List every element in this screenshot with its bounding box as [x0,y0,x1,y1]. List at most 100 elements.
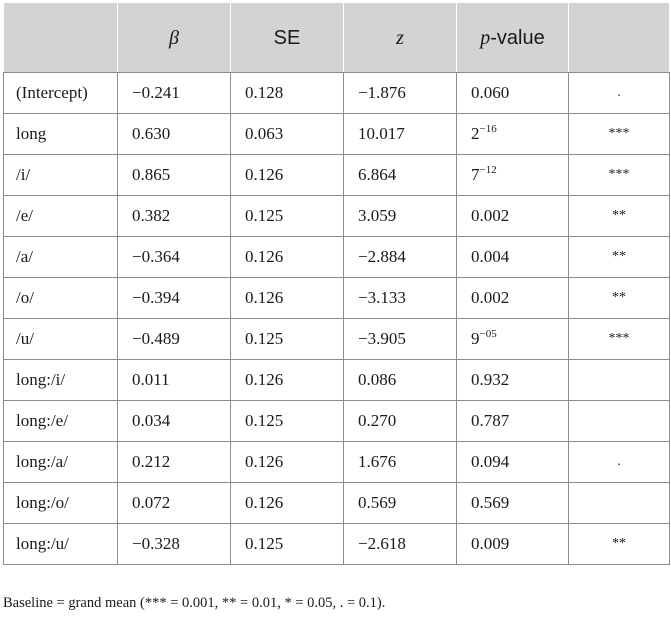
cell-significance: ** [568,277,670,319]
table-row: long:/u/−0.328 0.125 −2.618 0.009 ** [3,523,670,565]
cell-se: 0.126 [230,482,344,524]
cell-significance: *** [568,113,670,155]
table-row: /a/−0.364 0.126 −2.884 0.004 ** [3,236,670,278]
cell-p-value: 0.932 [456,359,569,401]
cell-beta: 0.212 [117,441,231,483]
cell-z: −3.905 [343,318,457,360]
cell-p-value: 9−05 [456,318,569,360]
cell-term: long:/u/ [3,523,118,565]
cell-term: (Intercept) [3,72,118,114]
cell-p-value: 0.569 [456,482,569,524]
cell-p-value: 0.094 [456,441,569,483]
cell-p-value: 0.002 [456,277,569,319]
table-row: /i/0.865 0.126 6.864 7−12 *** [3,154,670,196]
p-value-base: 0.787 [471,411,510,430]
cell-beta: −0.364 [117,236,231,278]
cell-se: 0.125 [230,318,344,360]
p-value-base: 0.004 [471,247,510,266]
cell-p-value: 0.004 [456,236,569,278]
table-footnote: Baseline = grand mean (*** = 0.001, ** =… [3,595,386,611]
p-value-base: 2 [471,124,480,143]
cell-z: −2.884 [343,236,457,278]
regression-table: β SE z p-value (Intercept) −0.241 0.128 −1.… [3,2,670,565]
cell-term: long [3,113,118,155]
table-row: long 0.630 0.063 10.017 2−16 *** [3,113,670,155]
cell-p-value: 0.787 [456,400,569,442]
cell-z: 0.569 [343,482,457,524]
p-value-base: 0.932 [471,370,510,389]
cell-beta: 0.382 [117,195,231,237]
header-p-rest: -value [490,26,545,49]
cell-significance [568,400,670,442]
p-value-base: 0.002 [471,288,510,307]
p-value-exponent: −05 [479,328,497,340]
header-p-italic: p [480,26,491,49]
p-value-base: 0.009 [471,534,510,553]
cell-p-value: 0.002 [456,195,569,237]
cell-beta: 0.072 [117,482,231,524]
cell-se: 0.126 [230,441,344,483]
cell-p-value: 7−12 [456,154,569,196]
cell-z: 10.017 [343,113,457,155]
header-z: z [343,2,457,73]
p-value-exponent: −12 [479,164,497,176]
cell-term: long:/a/ [3,441,118,483]
cell-se: 0.125 [230,523,344,565]
cell-beta: 0.011 [117,359,231,401]
cell-significance: . [568,72,670,114]
cell-p-value: 2−16 [456,113,569,155]
cell-se: 0.128 [230,72,344,114]
header-significance [568,2,670,73]
cell-se: 0.125 [230,195,344,237]
cell-z: 3.059 [343,195,457,237]
table-row: long:/e/0.034 0.125 0.270 0.787 [3,400,670,442]
cell-z: 0.270 [343,400,457,442]
cell-z: 6.864 [343,154,457,196]
cell-p-value: 0.060 [456,72,569,114]
cell-term: long:/o/ [3,482,118,524]
p-value-base: 0.002 [471,206,510,225]
header-term [3,2,118,73]
p-value-base: 0.094 [471,452,510,471]
cell-term: /a/ [3,236,118,278]
cell-term: /o/ [3,277,118,319]
cell-term: /i/ [3,154,118,196]
table-row: (Intercept) −0.241 0.128 −1.876 0.060. [3,72,670,114]
p-value-base: 0.569 [471,493,510,512]
cell-term: /e/ [3,195,118,237]
cell-beta: −0.394 [117,277,231,319]
cell-z: −2.618 [343,523,457,565]
cell-se: 0.126 [230,359,344,401]
cell-term: long:/e/ [3,400,118,442]
cell-se: 0.126 [230,154,344,196]
cell-significance: *** [568,154,670,196]
cell-beta: −0.241 [117,72,231,114]
cell-z: −1.876 [343,72,457,114]
cell-significance [568,359,670,401]
cell-se: 0.125 [230,400,344,442]
cell-beta: −0.489 [117,318,231,360]
table-row: /u/−0.489 0.125 −3.905 9−05 *** [3,318,670,360]
table-row: long:/i/0.011 0.126 0.086 0.932 [3,359,670,401]
header-beta: β [117,2,231,73]
cell-significance [568,482,670,524]
table-body: (Intercept) −0.241 0.128 −1.876 0.060. long 0.… [3,72,670,565]
cell-term: /u/ [3,318,118,360]
table-row: long:/a/0.212 0.126 1.676 0.094. [3,441,670,483]
cell-significance: . [568,441,670,483]
p-value-base: 7 [471,165,480,184]
cell-beta: 0.630 [117,113,231,155]
table-row: /e/0.382 0.125 3.059 0.002 ** [3,195,670,237]
cell-p-value: 0.009 [456,523,569,565]
header-p-value: p-value [456,2,569,73]
cell-significance: *** [568,318,670,360]
cell-beta: 0.034 [117,400,231,442]
table-row: /o/−0.394 0.126 −3.133 0.002 ** [3,277,670,319]
cell-significance: ** [568,195,670,237]
p-value-exponent: −16 [479,123,497,135]
cell-z: −3.133 [343,277,457,319]
cell-term: long:/i/ [3,359,118,401]
p-value-base: 9 [471,329,480,348]
cell-beta: −0.328 [117,523,231,565]
cell-se: 0.126 [230,277,344,319]
